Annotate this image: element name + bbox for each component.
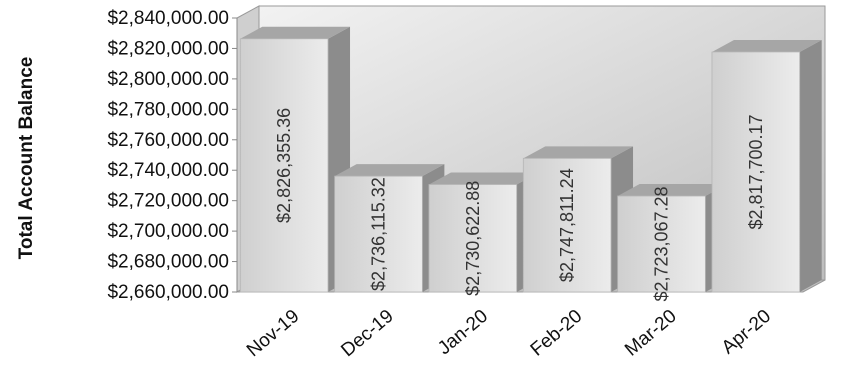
y-tick-label: $2,720,000.00 [107,191,229,212]
x-tick-label: Feb-20 [527,306,587,361]
y-tick-label: $2,800,000.00 [107,69,229,90]
bar-top [617,183,728,196]
bar [334,175,423,293]
bar-top [711,39,822,52]
x-tick-label: Jan-20 [434,306,492,359]
x-tick-label: Nov-19 [243,306,303,361]
bar [239,38,329,293]
data-label: $2,826,355.36 [274,108,294,223]
x-tick-label: Dec-19 [337,306,397,361]
y-tick-label: $2,760,000.00 [107,130,229,151]
bar [617,195,706,293]
y-tick-label: $2,700,000.00 [107,221,229,242]
bar [711,51,801,293]
bar-side [799,39,822,292]
y-tick-label: $2,780,000.00 [107,99,229,120]
x-tick-label: Apr-20 [718,306,775,359]
y-tick-label: $2,740,000.00 [107,160,229,181]
y-tick-label: $2,680,000.00 [107,252,229,273]
bar-top [334,164,445,177]
x-tick-label: Mar-20 [621,306,681,361]
y-tick-label: $2,660,000.00 [107,282,229,303]
data-label: $2,723,067.28 [652,186,672,301]
y-axis-title: Total Account Balance [16,57,37,260]
data-label: $2,747,811.24 [557,168,577,282]
data-label: $2,817,700.17 [746,114,766,229]
bar-top [240,26,351,39]
bar [428,184,518,293]
bar-top [428,172,539,185]
bar-top [523,146,634,159]
data-label: $2,730,622.88 [463,181,483,296]
data-label: $2,736,115.32 [369,177,389,291]
bar [522,157,612,293]
y-tick-label: $2,820,000.00 [107,38,229,59]
y-tick-label: $2,840,000.00 [107,8,229,29]
